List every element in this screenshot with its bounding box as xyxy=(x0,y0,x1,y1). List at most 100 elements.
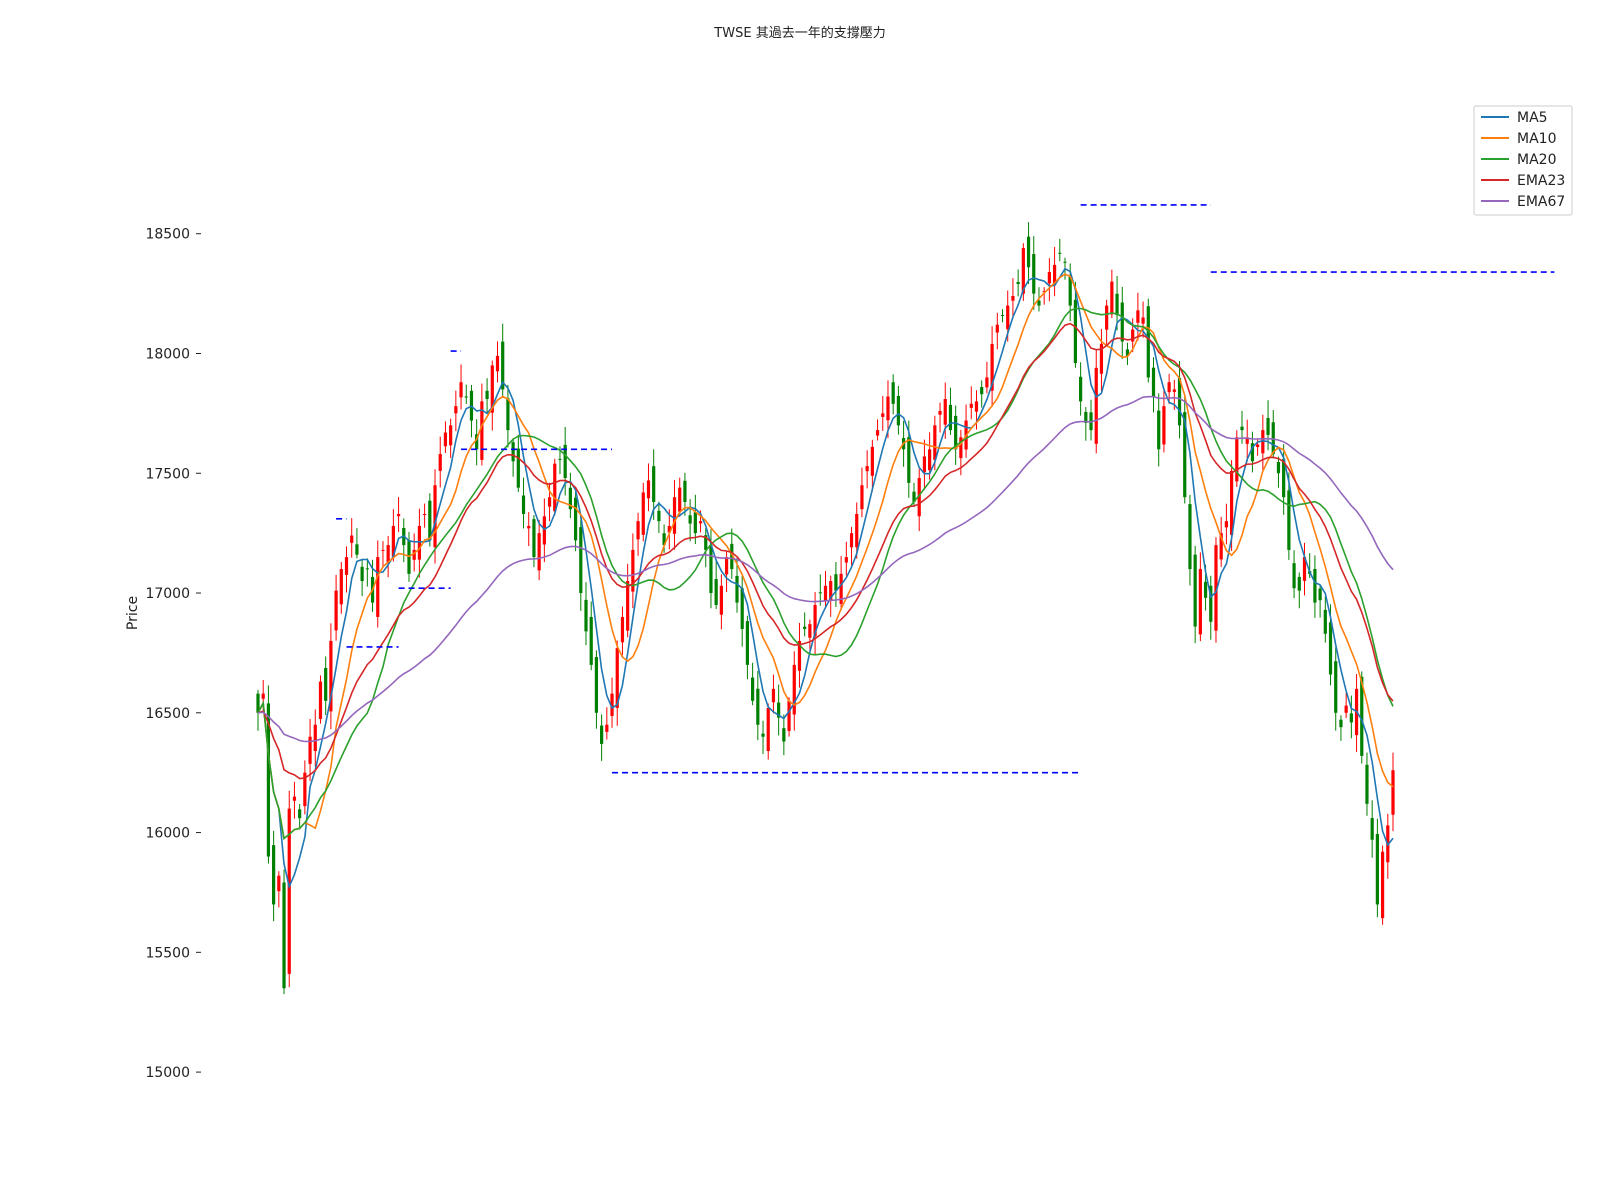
candle xyxy=(396,496,401,532)
candle-body xyxy=(329,640,333,712)
candle-body xyxy=(454,406,458,414)
candle-body xyxy=(849,533,854,548)
candle xyxy=(641,482,645,542)
candle xyxy=(771,674,776,714)
candle xyxy=(1000,309,1005,323)
candle xyxy=(282,869,286,995)
candle xyxy=(818,574,822,606)
candle xyxy=(870,439,874,492)
candle xyxy=(506,384,510,448)
candle-body xyxy=(787,700,791,731)
candle-body xyxy=(563,444,567,479)
candle-body xyxy=(516,448,520,488)
candle-body xyxy=(1365,764,1369,804)
candle-body xyxy=(553,463,557,512)
candle xyxy=(1183,395,1187,504)
candle xyxy=(813,592,817,655)
candle xyxy=(875,419,880,441)
candle-body xyxy=(376,557,380,617)
candle-body xyxy=(1323,609,1327,634)
candle-body xyxy=(922,456,927,473)
chart-title: TWSE 其過去一年的支撐壓力 xyxy=(714,26,886,41)
moving-average-lines xyxy=(257,267,1394,890)
candle-body xyxy=(485,390,489,399)
candle xyxy=(839,556,843,611)
candle xyxy=(1245,419,1249,462)
candle-body xyxy=(495,355,500,372)
ma20-line xyxy=(257,307,1394,840)
candle xyxy=(1276,456,1281,488)
candle xyxy=(1073,281,1078,368)
candle-body xyxy=(678,487,682,512)
candle-body xyxy=(756,688,760,725)
candle-body xyxy=(719,585,723,615)
candle-body xyxy=(464,396,468,398)
candle-body xyxy=(334,590,338,631)
candle xyxy=(1042,287,1046,305)
candle-body xyxy=(308,736,312,764)
candle-body xyxy=(704,535,708,550)
candle xyxy=(761,720,765,755)
candle xyxy=(1157,393,1161,467)
candle-body xyxy=(1136,310,1140,323)
candle xyxy=(1110,269,1114,319)
candle-body xyxy=(324,667,328,701)
candle xyxy=(1334,647,1338,731)
candle xyxy=(969,386,973,420)
legend-label: MA10 xyxy=(1517,131,1556,147)
candle xyxy=(844,541,848,576)
candle xyxy=(891,374,895,415)
candle-body xyxy=(277,875,281,892)
candle xyxy=(610,677,614,728)
candle-body xyxy=(928,449,932,471)
candle xyxy=(589,601,593,671)
y-axis: 15000 15500 16000 16500 17000 17500 18000 18500 xyxy=(145,227,201,1081)
candle xyxy=(678,477,682,517)
candle xyxy=(339,561,343,614)
candle xyxy=(1235,430,1239,487)
candle-body xyxy=(626,581,630,631)
candle-body xyxy=(1162,406,1166,445)
candle xyxy=(266,685,271,864)
candle-body xyxy=(261,693,265,699)
candle xyxy=(298,803,302,830)
candle xyxy=(792,651,796,731)
candle xyxy=(881,395,885,431)
candle-body xyxy=(1131,329,1135,342)
candle-body xyxy=(1328,622,1333,675)
candle xyxy=(829,575,833,617)
candle-body xyxy=(1193,554,1197,627)
candle-body xyxy=(1157,410,1161,450)
candle-body xyxy=(287,808,291,974)
candle xyxy=(865,450,869,489)
candle-body xyxy=(1240,426,1244,431)
candle-body xyxy=(1000,314,1005,316)
candle xyxy=(631,533,635,609)
legend-item: MA20 xyxy=(1481,152,1556,168)
candle xyxy=(787,697,791,737)
y-tick-label: 17500 xyxy=(145,466,190,482)
ma5-line xyxy=(257,267,1394,890)
candle xyxy=(1250,431,1255,473)
candle-body xyxy=(1209,585,1213,622)
candle-body xyxy=(818,592,822,594)
candle-body xyxy=(631,549,635,592)
candle-body xyxy=(1292,563,1296,589)
candle-body xyxy=(272,845,276,905)
candle-body xyxy=(1026,236,1031,268)
candle-body xyxy=(751,677,755,701)
candle xyxy=(1026,222,1031,285)
candle-body xyxy=(813,605,817,637)
candle-body xyxy=(610,693,614,716)
candle-body xyxy=(808,624,812,638)
candle-body xyxy=(641,492,645,535)
candle xyxy=(1287,472,1291,560)
candle xyxy=(1365,752,1369,816)
candle-body xyxy=(860,485,864,510)
candle-body xyxy=(1229,470,1234,535)
candle xyxy=(990,326,994,407)
candle-body xyxy=(1094,367,1098,444)
legend-label: MA20 xyxy=(1517,152,1556,168)
candle-body xyxy=(1380,851,1385,919)
candle-body xyxy=(1318,588,1322,601)
